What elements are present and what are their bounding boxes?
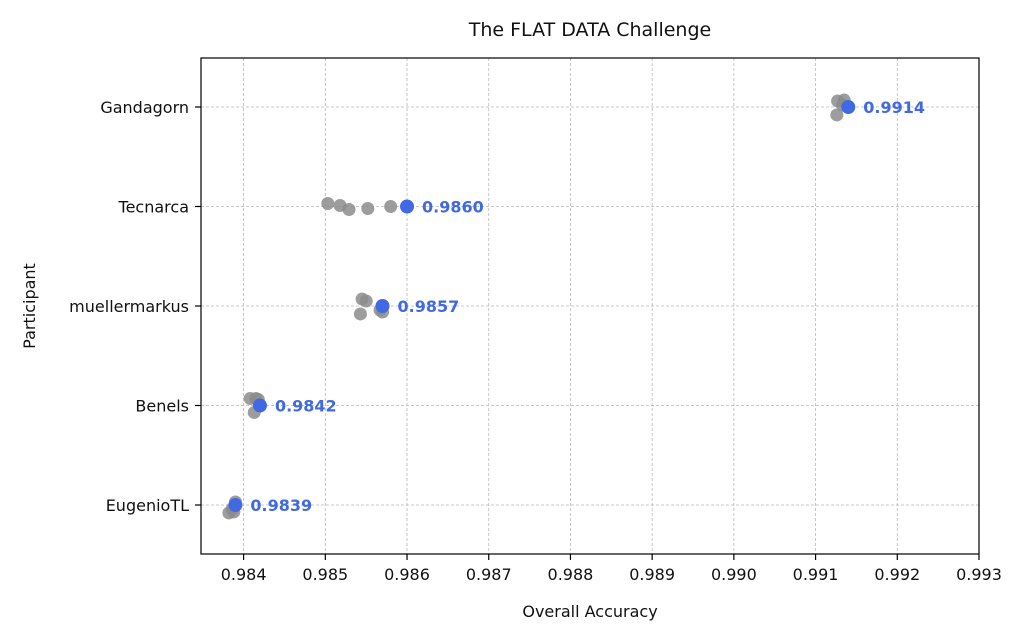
- best-value-label: 0.9842: [275, 397, 337, 416]
- best-value-label: 0.9914: [863, 98, 925, 117]
- attempt-point: [830, 108, 844, 122]
- y-tick-label: Gandagorn: [100, 98, 189, 117]
- attempt-point: [342, 202, 356, 216]
- ticks-layer: 0.984 0.985 0.986 0.987 0.988 0.989 0.990 0.991…: [69, 98, 1002, 584]
- best-point: [252, 398, 267, 413]
- x-tick-label: 0.988: [548, 565, 594, 584]
- best-value-label: 0.9860: [422, 198, 484, 217]
- attempt-point: [353, 307, 367, 321]
- x-axis-label: Overall Accuracy: [522, 602, 657, 621]
- y-tick-label: Benels: [135, 397, 189, 416]
- best-point: [400, 199, 415, 214]
- x-tick-label: 0.986: [384, 565, 430, 584]
- x-tick-label: 0.984: [221, 565, 267, 584]
- grid-layer: [201, 58, 980, 554]
- best-value-label: 0.9839: [250, 496, 312, 515]
- x-tick-label: 0.993: [956, 565, 1002, 584]
- points-layer: 0.9914 0.9860 0.9857 0.9842 0.9839: [222, 93, 925, 520]
- best-point: [375, 299, 390, 313]
- chart-title: The FLAT DATA Challenge: [468, 19, 711, 41]
- x-tick-label: 0.985: [302, 565, 348, 584]
- attempt-point: [384, 200, 398, 213]
- x-tick-label: 0.991: [793, 565, 839, 584]
- x-tick-label: 0.987: [466, 565, 512, 584]
- x-tick-label: 0.989: [629, 565, 675, 584]
- y-axis-label: Participant: [20, 263, 39, 349]
- attempt-point: [361, 201, 375, 215]
- attempt-point: [321, 197, 335, 211]
- x-tick-label: 0.992: [874, 565, 920, 584]
- y-tick-label: Tecnarca: [118, 198, 189, 217]
- best-point: [841, 100, 856, 114]
- attempt-point: [359, 294, 373, 308]
- best-point: [228, 498, 243, 512]
- y-tick-label: muellermarkus: [69, 297, 189, 316]
- y-tick-label: EugenioTL: [106, 496, 189, 515]
- x-tick-label: 0.990: [711, 565, 757, 584]
- best-value-label: 0.9857: [398, 297, 460, 316]
